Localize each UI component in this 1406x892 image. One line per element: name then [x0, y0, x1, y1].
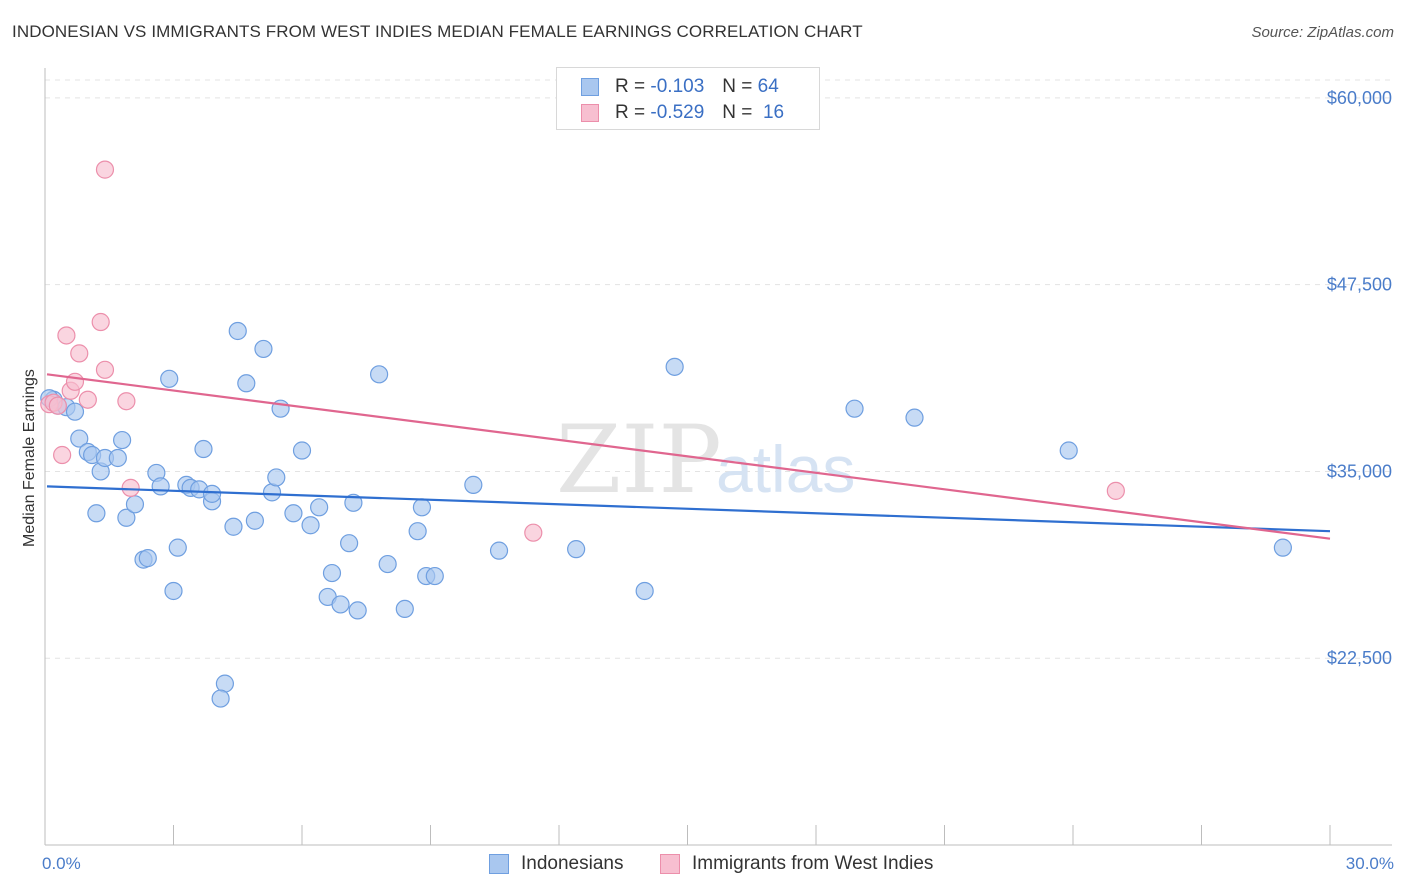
- west-indies-point: [524, 523, 543, 542]
- indonesians-point: [370, 365, 389, 384]
- west-indies-point: [70, 344, 89, 363]
- indonesians-point: [665, 357, 684, 376]
- indonesians-point: [228, 321, 247, 341]
- correlation-legend: R = -0.103 N = 64 R = -0.529 N = 16: [556, 67, 820, 130]
- grid-lines: [45, 79, 1392, 659]
- indonesians-point: [164, 581, 183, 601]
- indonesians-point: [310, 498, 329, 517]
- legend-n-label: N =: [722, 102, 753, 123]
- data-points: [40, 160, 1292, 708]
- legend-swatch-indonesians: [581, 78, 599, 96]
- west-indies-point: [95, 360, 115, 379]
- indonesians-point: [567, 540, 586, 559]
- indonesians-trend-line: [46, 485, 1331, 533]
- indonesians-point: [408, 522, 427, 541]
- indonesians-point: [70, 429, 89, 448]
- west-indies-point: [117, 392, 136, 411]
- tick-labels: $22,500 $35,000 $47,500 $60,000 0.0% 30.0%: [42, 88, 1394, 873]
- west-indies-point: [65, 372, 85, 391]
- indonesians-point: [237, 374, 256, 393]
- indonesians-point: [635, 581, 654, 601]
- indonesians-point: [378, 554, 397, 574]
- bottom-legend-swatch-west-indies: [660, 854, 680, 874]
- indonesians-point: [395, 599, 414, 619]
- legend-row-indonesians: R = -0.103 N = 64: [581, 75, 779, 99]
- legend-r-label: R =: [615, 76, 646, 97]
- west-indies-point: [95, 160, 115, 179]
- indonesians-point: [425, 566, 444, 586]
- west-indies-point: [121, 478, 140, 497]
- bottom-legend-indonesians: Indonesians: [489, 851, 623, 877]
- legend-swatch-west-indies: [581, 104, 599, 122]
- west-indies-point: [57, 326, 76, 345]
- indonesians-point: [340, 534, 359, 553]
- indonesians-point: [845, 399, 864, 418]
- indonesians-point: [322, 563, 342, 583]
- indonesians-point: [215, 674, 234, 693]
- indonesians-point: [1059, 441, 1078, 460]
- indonesians-point: [194, 439, 213, 459]
- indonesians-point: [168, 538, 187, 557]
- indonesians-point: [151, 477, 170, 496]
- indonesians-point: [224, 517, 243, 536]
- legend-n-value: 16: [762, 102, 785, 123]
- west-indies-point: [1106, 481, 1125, 500]
- indonesians-point: [292, 441, 312, 460]
- y-axis-label: Median Female Earnings: [21, 369, 38, 547]
- y-tick-label: $60,000: [1327, 88, 1392, 108]
- x-tick-label: 0.0%: [42, 854, 81, 873]
- y-tick-label: $35,000: [1327, 461, 1392, 481]
- indonesians-point: [160, 369, 179, 388]
- indonesians-point: [112, 430, 132, 450]
- indonesians-point: [202, 484, 222, 503]
- bottom-legend-swatch-indonesians: [489, 854, 509, 874]
- indonesians-point: [125, 495, 145, 514]
- legend-r-value: -0.103: [650, 76, 705, 97]
- indonesians-point: [1273, 538, 1292, 557]
- indonesians-point: [464, 475, 483, 494]
- trend-lines: [46, 373, 1331, 540]
- watermark-zip: ZIP: [556, 406, 722, 515]
- bottom-legend-label-indonesians: Indonesians: [521, 853, 624, 874]
- indonesians-point: [331, 595, 350, 614]
- indonesians-point: [344, 493, 363, 512]
- indonesians-point: [211, 689, 230, 708]
- indonesians-point: [301, 516, 320, 535]
- source-label: Source: ZipAtlas.com: [1251, 24, 1394, 41]
- west-indies-point: [48, 396, 67, 415]
- x-tick-label: 30.0%: [1346, 854, 1394, 873]
- axes: [44, 68, 1392, 846]
- legend-row-west-indies: R = -0.529 N = 16: [581, 101, 784, 125]
- indonesians-point: [117, 508, 136, 527]
- indonesians-point: [905, 408, 924, 427]
- west-indies-point: [91, 312, 110, 332]
- indonesians-point: [284, 504, 303, 523]
- legend-r-label: R =: [615, 102, 646, 123]
- legend-n-value: 64: [757, 76, 779, 97]
- chart-title: INDONESIAN VS IMMIGRANTS FROM WEST INDIE…: [12, 22, 863, 41]
- y-tick-label: $47,500: [1327, 275, 1392, 295]
- indonesians-point: [348, 601, 367, 620]
- west-indies-trend-line: [46, 373, 1331, 540]
- bottom-legend-west-indies: Immigrants from West Indies: [660, 851, 933, 877]
- west-indies-point: [78, 390, 97, 409]
- west-indies-point: [53, 445, 72, 465]
- indonesians-point: [138, 549, 157, 568]
- indonesians-point: [254, 339, 273, 359]
- indonesians-point: [245, 511, 264, 530]
- legend-n-label: N =: [722, 76, 753, 97]
- indonesians-point: [65, 402, 85, 421]
- indonesians-point: [412, 498, 432, 517]
- indonesians-point: [108, 448, 127, 468]
- indonesians-point: [262, 483, 282, 502]
- indonesians-point: [489, 541, 509, 560]
- bottom-legend-label-west-indies: Immigrants from West Indies: [692, 853, 934, 874]
- indonesians-point: [87, 504, 106, 523]
- y-tick-label: $22,500: [1327, 648, 1392, 668]
- indonesians-point: [267, 468, 286, 487]
- legend-r-value: -0.529: [650, 102, 705, 123]
